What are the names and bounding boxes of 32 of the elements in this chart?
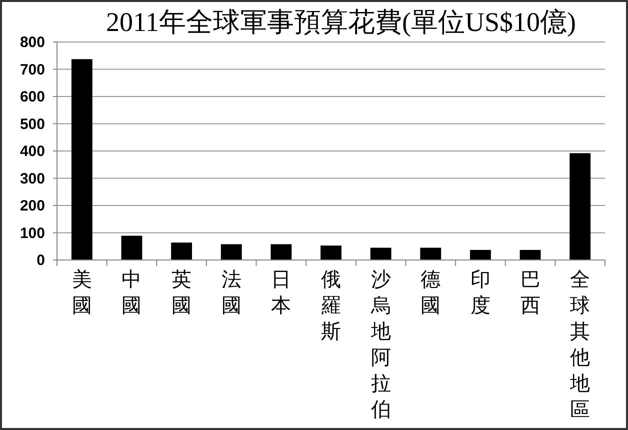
bar bbox=[320, 246, 342, 260]
x-tick-label: 巴西 bbox=[520, 267, 540, 317]
y-tick-label: 600 bbox=[20, 88, 45, 106]
y-tick-label: 700 bbox=[20, 61, 45, 78]
y-tick-label: 400 bbox=[20, 143, 45, 160]
x-tick-label: 法國 bbox=[221, 267, 242, 317]
chart-title: 2011年全球軍事預算花費(單位US$10億) bbox=[106, 7, 576, 37]
bar bbox=[220, 244, 242, 260]
y-tick-label: 300 bbox=[20, 170, 45, 188]
x-tick-label: 德國 bbox=[420, 267, 441, 317]
y-tick-label: 0 bbox=[36, 252, 45, 269]
bar bbox=[121, 236, 142, 260]
x-tick-label: 日本 bbox=[271, 267, 292, 317]
x-tick-label: 沙烏地阿拉伯 bbox=[370, 267, 391, 421]
y-tick-label: 800 bbox=[20, 34, 45, 51]
x-tick-label: 俄羅斯 bbox=[321, 267, 341, 343]
bar bbox=[570, 153, 591, 260]
bar bbox=[171, 242, 192, 260]
bar bbox=[370, 248, 392, 260]
x-tick-label: 全球其他地區 bbox=[569, 267, 590, 421]
y-tick-label: 100 bbox=[20, 224, 45, 242]
bar bbox=[420, 248, 442, 260]
y-tick-label: 200 bbox=[20, 198, 45, 214]
bar bbox=[71, 59, 92, 260]
x-tick-label: 美國 bbox=[72, 267, 92, 317]
x-tick-label: 印度 bbox=[470, 267, 490, 317]
bar bbox=[270, 244, 292, 260]
bar bbox=[520, 250, 541, 260]
bar bbox=[470, 250, 491, 260]
x-tick-label: 英國 bbox=[172, 267, 192, 317]
x-tick-label: 中國 bbox=[122, 267, 142, 317]
y-tick-label: 500 bbox=[20, 116, 45, 133]
